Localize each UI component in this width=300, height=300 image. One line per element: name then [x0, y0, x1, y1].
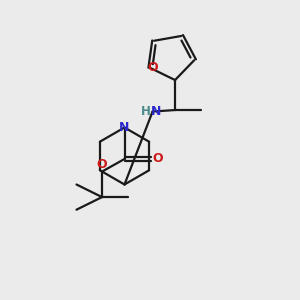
Text: O: O: [147, 61, 158, 74]
Text: N: N: [151, 105, 161, 118]
Text: O: O: [97, 158, 107, 172]
Text: O: O: [152, 152, 163, 166]
Text: N: N: [119, 121, 130, 134]
Text: H: H: [141, 105, 151, 118]
